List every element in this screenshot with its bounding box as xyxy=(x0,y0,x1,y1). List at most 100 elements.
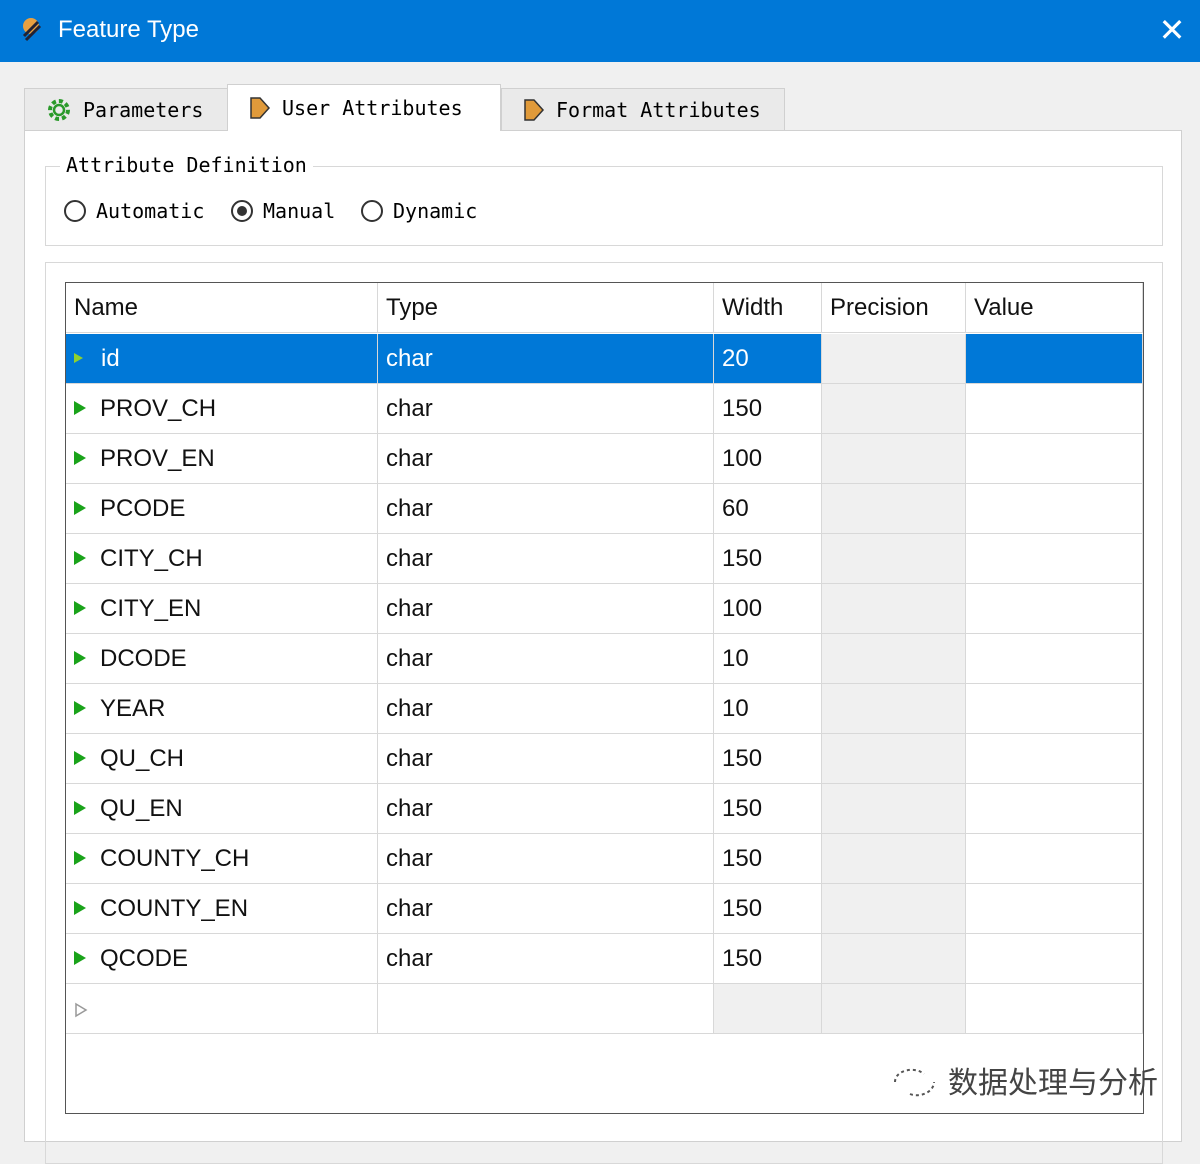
table-row[interactable]: DCODE char 10 xyxy=(66,634,1143,684)
table-cell[interactable]: CITY_CH xyxy=(66,534,378,584)
radio-dynamic[interactable]: Dynamic xyxy=(361,199,477,223)
table-cell[interactable] xyxy=(966,484,1143,534)
table-cell[interactable]: 10 xyxy=(714,684,822,734)
table-cell[interactable]: char xyxy=(378,934,714,984)
row-expand-icon[interactable] xyxy=(74,800,86,815)
radio-circle[interactable] xyxy=(64,200,86,222)
table-cell[interactable]: 150 xyxy=(714,834,822,884)
table-cell[interactable] xyxy=(966,384,1143,434)
column-header[interactable]: Precision xyxy=(822,283,966,333)
table-cell[interactable] xyxy=(966,834,1143,884)
table-cell[interactable]: char xyxy=(378,834,714,884)
radio-circle[interactable] xyxy=(361,200,383,222)
table-row[interactable]: CITY_CH char 150 xyxy=(66,534,1143,584)
table-cell[interactable] xyxy=(822,584,966,634)
table-cell[interactable]: id xyxy=(66,334,378,384)
table-cell[interactable] xyxy=(822,434,966,484)
row-expand-icon[interactable] xyxy=(74,650,86,665)
row-expand-icon[interactable] xyxy=(74,550,86,565)
attribute-table[interactable]: Name Type Width Precision Value id char 20 PROV_… xyxy=(65,282,1144,1114)
table-cell[interactable] xyxy=(966,934,1143,984)
table-cell[interactable] xyxy=(822,684,966,734)
table-cell[interactable] xyxy=(966,684,1143,734)
table-cell[interactable] xyxy=(966,634,1143,684)
table-cell[interactable]: DCODE xyxy=(66,634,378,684)
row-expand-icon[interactable] xyxy=(74,500,86,515)
column-header[interactable]: Width xyxy=(714,283,822,333)
new-row[interactable] xyxy=(66,984,1143,1034)
tab-format-attributes[interactable]: Format Attributes xyxy=(501,88,785,130)
table-cell[interactable]: 150 xyxy=(714,934,822,984)
table-row[interactable]: PROV_CH char 150 xyxy=(66,384,1143,434)
table-cell[interactable]: char xyxy=(378,384,714,434)
row-expand-icon[interactable] xyxy=(74,352,83,363)
table-cell[interactable]: PROV_EN xyxy=(66,434,378,484)
table-cell[interactable] xyxy=(966,784,1143,834)
table-cell[interactable] xyxy=(822,634,966,684)
radio-circle[interactable] xyxy=(231,200,253,222)
table-cell[interactable] xyxy=(966,434,1143,484)
table-row[interactable]: COUNTY_EN char 150 xyxy=(66,884,1143,934)
row-expand-icon[interactable] xyxy=(74,850,86,865)
table-cell[interactable] xyxy=(822,934,966,984)
table-cell[interactable]: char xyxy=(378,784,714,834)
table-cell[interactable]: char xyxy=(378,434,714,484)
table-cell[interactable]: COUNTY_EN xyxy=(66,884,378,934)
table-cell[interactable] xyxy=(822,484,966,534)
table-cell[interactable]: 150 xyxy=(714,734,822,784)
table-cell[interactable] xyxy=(822,334,966,384)
table-cell[interactable]: 150 xyxy=(714,884,822,934)
table-cell[interactable]: 150 xyxy=(714,384,822,434)
table-cell[interactable] xyxy=(966,334,1143,384)
table-row[interactable]: QU_CH char 150 xyxy=(66,734,1143,784)
row-expand-icon[interactable] xyxy=(74,900,86,915)
table-cell[interactable]: char xyxy=(378,484,714,534)
table-cell[interactable]: char xyxy=(378,634,714,684)
table-cell[interactable]: char xyxy=(378,884,714,934)
table-cell[interactable] xyxy=(822,734,966,784)
table-cell[interactable]: YEAR xyxy=(66,684,378,734)
table-cell[interactable] xyxy=(966,884,1143,934)
table-cell[interactable] xyxy=(822,784,966,834)
row-expand-icon[interactable] xyxy=(74,450,86,465)
table-cell[interactable]: char xyxy=(378,734,714,784)
table-cell[interactable] xyxy=(822,984,966,1034)
table-row[interactable]: PCODE char 60 xyxy=(66,484,1143,534)
table-cell[interactable]: char xyxy=(378,684,714,734)
table-cell[interactable]: 100 xyxy=(714,434,822,484)
table-row[interactable]: QU_EN char 150 xyxy=(66,784,1143,834)
table-cell[interactable] xyxy=(966,534,1143,584)
table-cell[interactable]: char xyxy=(378,334,714,384)
table-cell[interactable]: 20 xyxy=(714,334,822,384)
close-button[interactable]: ✕ xyxy=(1158,12,1186,48)
table-cell[interactable]: QU_CH xyxy=(66,734,378,784)
table-row[interactable]: COUNTY_CH char 150 xyxy=(66,834,1143,884)
table-cell[interactable]: PROV_CH xyxy=(66,384,378,434)
tab-user-attributes[interactable]: User Attributes xyxy=(227,84,501,131)
table-row[interactable]: QCODE char 150 xyxy=(66,934,1143,984)
column-header[interactable]: Name xyxy=(66,283,378,333)
table-cell[interactable] xyxy=(966,584,1143,634)
row-expand-icon[interactable] xyxy=(74,700,86,715)
row-expand-icon[interactable] xyxy=(74,950,86,965)
table-cell[interactable]: char xyxy=(378,584,714,634)
table-cell[interactable] xyxy=(378,984,714,1034)
table-cell[interactable]: 10 xyxy=(714,634,822,684)
column-header[interactable]: Value xyxy=(966,283,1143,333)
table-cell[interactable]: 60 xyxy=(714,484,822,534)
table-cell[interactable]: 100 xyxy=(714,584,822,634)
table-cell[interactable] xyxy=(822,534,966,584)
table-cell[interactable]: QU_EN xyxy=(66,784,378,834)
table-row[interactable]: id char 20 xyxy=(66,334,1143,384)
row-expand-icon[interactable] xyxy=(74,600,86,615)
radio-automatic[interactable]: Automatic xyxy=(64,199,204,223)
radio-manual[interactable]: Manual xyxy=(231,199,335,223)
tab-parameters[interactable]: Parameters xyxy=(24,88,228,130)
table-cell[interactable] xyxy=(822,384,966,434)
table-cell[interactable] xyxy=(822,884,966,934)
table-cell[interactable]: 150 xyxy=(714,534,822,584)
table-cell[interactable]: PCODE xyxy=(66,484,378,534)
table-cell[interactable]: 150 xyxy=(714,784,822,834)
table-cell[interactable]: char xyxy=(378,534,714,584)
row-expand-icon[interactable] xyxy=(74,400,86,415)
